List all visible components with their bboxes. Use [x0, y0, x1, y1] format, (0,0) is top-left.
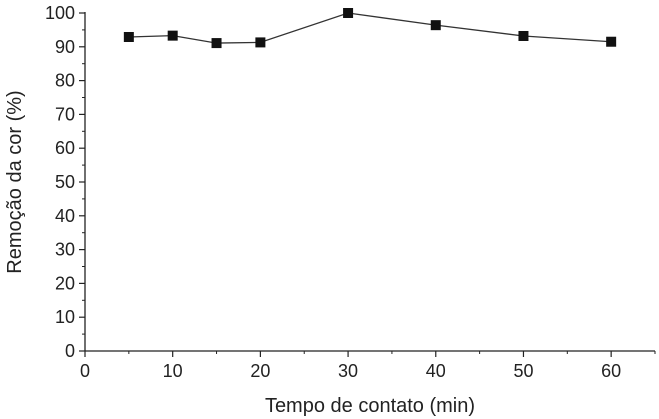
- data-point: [211, 38, 222, 49]
- data-point: [167, 30, 178, 41]
- x-tick-label: 40: [426, 361, 446, 381]
- y-tick-label: 10: [55, 307, 75, 327]
- y-tick-label: 0: [65, 341, 75, 361]
- data-point: [123, 31, 134, 42]
- x-tick-label: 30: [338, 361, 358, 381]
- y-tick-label: 20: [55, 273, 75, 293]
- y-tick-label: 50: [55, 172, 75, 192]
- axes: [84, 12, 655, 352]
- x-tick-label: 0: [80, 361, 90, 381]
- x-tick-label: 60: [601, 361, 621, 381]
- ticks: 0 10 20 30 40 50 60 70 80 90 100 0 10 20 30 40 50 60: [45, 3, 656, 381]
- series: [123, 8, 617, 49]
- y-axis-label: Remoção da cor (%): [4, 90, 26, 273]
- y-tick-label: 30: [55, 240, 75, 260]
- data-point: [343, 8, 354, 18]
- x-tick-label: 50: [513, 361, 533, 381]
- series-line: [128, 12, 612, 44]
- x-tick-label: 20: [250, 361, 270, 381]
- y-tick-label: 60: [55, 138, 75, 158]
- y-tick-label: 100: [45, 3, 75, 23]
- y-tick-label: 70: [55, 104, 75, 124]
- y-tick-label: 90: [55, 37, 75, 57]
- data-point: [518, 30, 529, 41]
- data-point: [430, 20, 441, 31]
- data-point: [606, 36, 617, 47]
- x-axis-label: Tempo de contato (min): [265, 395, 475, 417]
- y-tick-label: 80: [55, 71, 75, 91]
- y-tick-label: 40: [55, 206, 75, 226]
- data-point: [255, 37, 266, 48]
- x-tick-label: 10: [163, 361, 183, 381]
